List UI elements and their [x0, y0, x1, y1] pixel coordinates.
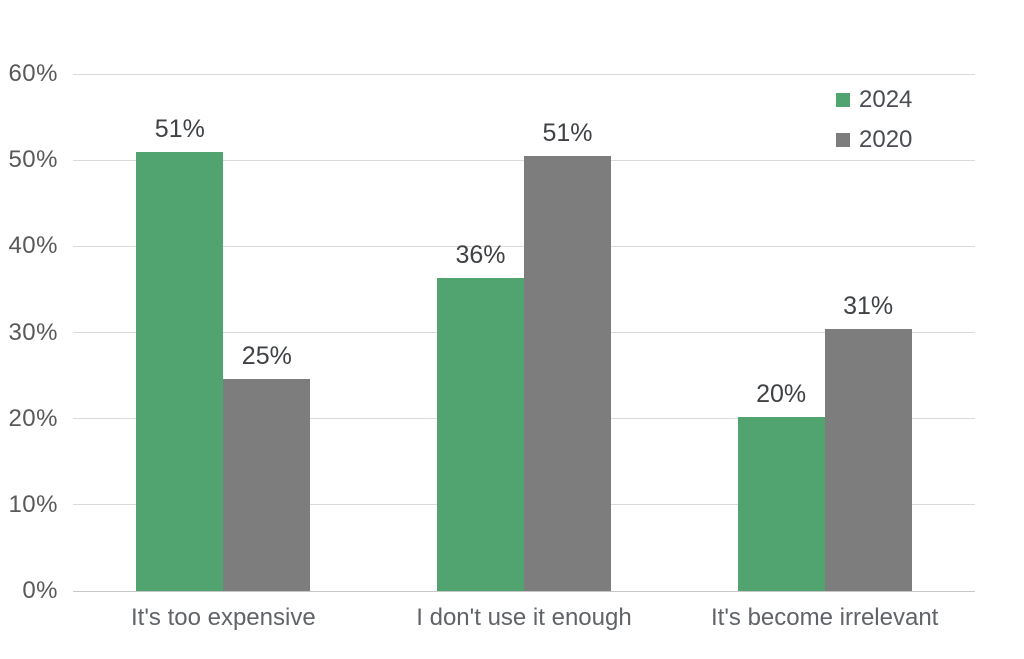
x-axis-line [73, 590, 975, 592]
y-tick-label: 60% [8, 60, 58, 87]
bar-value-label: 51% [154, 114, 205, 143]
legend: 2024 2020 [836, 80, 912, 160]
bar-2020-category-3 [824, 329, 912, 591]
y-tick-label: 20% [8, 404, 58, 432]
gridline [73, 73, 975, 75]
legend-entry-2024: 2024 [836, 80, 912, 120]
y-tick-label: 40% [8, 232, 58, 260]
bar-2020-category-1 [223, 379, 311, 591]
bar-value-label: 25% [241, 342, 292, 371]
plot-area: 51% 25% 36% 51% 20% 31% [73, 73, 975, 592]
legend-entry-2020: 2020 [836, 120, 912, 160]
legend-label: 2020 [859, 126, 913, 153]
bar-value-label: 36% [455, 241, 506, 270]
legend-swatch-icon [836, 93, 850, 107]
y-tick-label: 10% [8, 490, 58, 518]
bar-2024-category-2 [437, 278, 524, 591]
y-tick-label: 50% [8, 146, 58, 174]
bar-value-label: 31% [843, 292, 894, 321]
category-label: It's become irrelevant [710, 604, 939, 631]
y-tick-label: 0% [22, 577, 58, 604]
bar-value-label: 51% [542, 118, 593, 147]
legend-label: 2024 [859, 86, 913, 113]
category-label: I don't use it enough [416, 604, 632, 631]
bar-2024-category-1 [136, 151, 224, 591]
legend-swatch-icon [836, 133, 850, 147]
category-label: It's too expensive [130, 604, 316, 631]
bar-2024-category-3 [737, 416, 825, 591]
bar-value-label: 20% [756, 379, 807, 408]
bar-2020-category-2 [524, 155, 611, 591]
y-tick-label: 30% [8, 318, 58, 346]
